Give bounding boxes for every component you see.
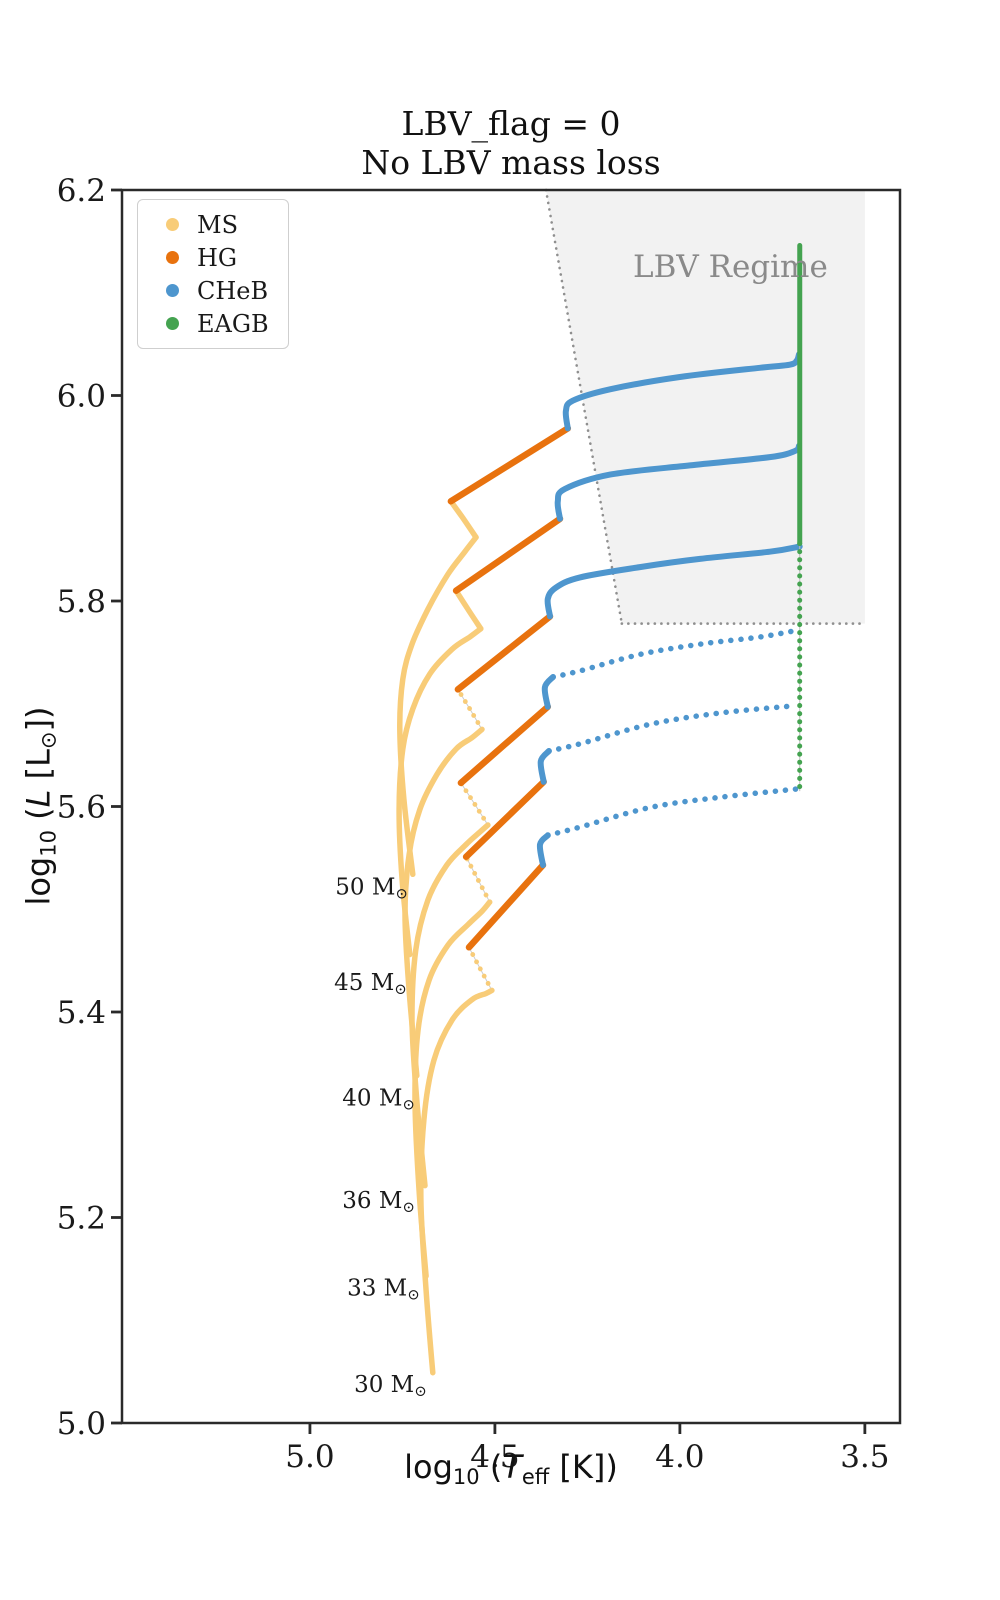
x-axis-close: [K]) [549,1448,618,1486]
legend-label: CHeB [197,276,269,305]
track-30-cheb-line [536,832,551,869]
track-36-ms-hook-dots [458,780,491,828]
y-tick-label: 5.0 [57,1406,106,1442]
legend-label: EAGB [197,309,269,338]
legend-label: HG [197,243,238,272]
x-axis-log: log [404,1448,453,1486]
legend-marker-hg [166,251,179,264]
legend-item-eagb: EAGB [152,307,276,340]
y-axis-open: ( [19,807,58,831]
track-40-ms-line [402,726,485,1079]
track-50-ms-hook [448,498,479,541]
legend-item-hg: HG [152,241,276,274]
mass-label-45: 45 M⊙ [334,970,407,998]
track-36-cheb-line [541,674,556,710]
y-axis-end: ]) [19,706,58,732]
legend-marker-cheb [166,284,179,297]
track-40-cheb-line [544,543,803,620]
track-30-ms-line [418,987,495,1376]
mass-label-30: 30 M⊙ [354,1372,427,1400]
legend-label: MS [197,210,239,239]
lbv-region-fill [546,190,865,624]
y-axis-log-sub: 10 [36,830,61,857]
track-30-ms-hook-dots [466,944,495,993]
track-36-cheb-dots [550,627,803,680]
legend: MS HG CHeB EAGB [137,199,289,349]
y-axis-sun-symbol: ⊙ [36,731,61,750]
track-45-hg-line [452,515,564,594]
mass-label-50: 50 M⊙ [335,875,408,903]
x-axis-var: T [502,1448,522,1486]
track-33-hg-line [462,778,547,861]
x-tick-label: 4.5 [470,1439,519,1475]
mass-label-33: 33 M⊙ [347,1275,420,1303]
x-axis-log-sub: 10 [452,1465,480,1489]
lbv-region-border-diagonal [544,188,624,625]
track-36-hg-line [457,703,552,787]
x-axis-var-sub: eff [521,1465,550,1489]
y-axis-log: log [19,856,58,906]
y-axis-close: [L [19,749,58,790]
track-40-hg-line [454,613,554,693]
track-45-cheb-line [554,442,802,522]
x-tick-label: 3.5 [840,1439,889,1475]
y-tick-label: 5.2 [57,1201,106,1237]
mass-label-36: 36 M⊙ [342,1188,415,1216]
mass-label-40: 40 M⊙ [342,1085,415,1113]
x-tick-label: 5.0 [285,1439,334,1475]
x-axis-open: ( [479,1448,503,1486]
legend-item-cheb: CHeB [152,274,276,307]
x-tick-label: 4.0 [655,1439,704,1475]
track-40-ms-hook-dots [455,687,485,732]
track-50-cheb-line [562,351,802,432]
figure-title-line2: No LBV mass loss [361,143,661,182]
legend-marker-ms [166,218,179,231]
legend-marker-eagb [166,317,179,330]
track-33-cheb-line [537,748,552,785]
track-33-ms-hook-dots [463,854,493,905]
lbv-regime-label: LBV Regime [633,249,828,285]
track-50-hg-line [447,425,572,505]
figure-title: LBV_flag = 0 No LBV mass loss [122,104,900,182]
y-tick-label: 5.6 [57,790,106,826]
y-tick-label: 6.0 [57,379,106,415]
track-45-ms-hook [453,587,484,632]
track-50-ms-line [397,534,479,878]
y-tick-label: 6.2 [57,173,106,209]
x-axis-title: log10 (Teff [K]) [122,1448,900,1489]
track-33-cheb-dots [546,703,798,754]
legend-item-ms: MS [152,208,276,241]
y-axis-var: L [19,789,58,808]
track-30-hg-line [465,861,547,951]
y-tick-label: 5.8 [57,584,106,620]
figure-title-line1: LBV_flag = 0 [401,104,621,143]
y-axis-title: log10 (L [L⊙]) [20,706,61,905]
track-45-ms-line [396,625,484,958]
y-tick-label: 5.4 [57,995,106,1031]
track-30-cheb-dots [545,786,800,839]
